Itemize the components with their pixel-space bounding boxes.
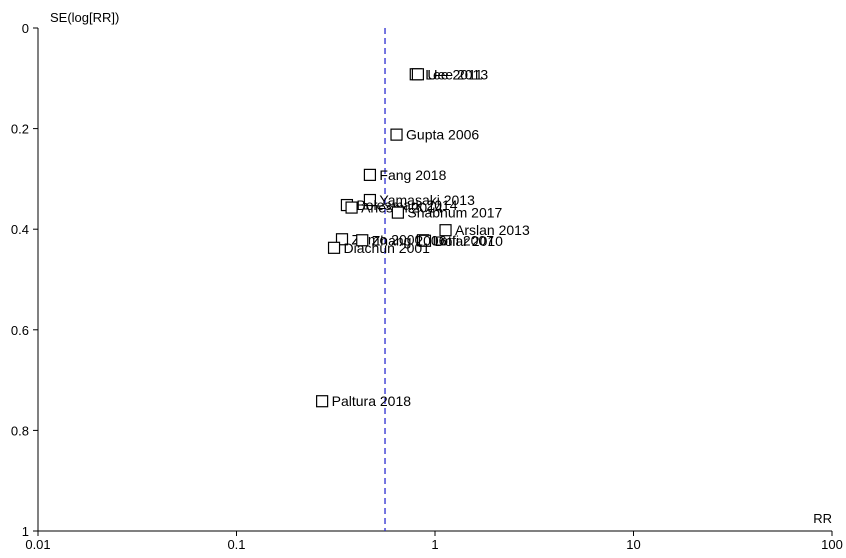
x-tick-label: 10 (626, 537, 640, 552)
study-marker (316, 395, 329, 408)
y-tick-label: 0.2 (11, 122, 29, 137)
study-marker (335, 233, 349, 246)
study-marker (391, 206, 404, 219)
y-axis-title: SE(log[RR]) (50, 10, 119, 25)
study-marker (345, 201, 358, 214)
study-label: Lee 2011 (425, 66, 483, 82)
study-label: Fang 2018 (379, 167, 446, 183)
study-label: Zamo 2000 (351, 231, 422, 247)
study-marker (327, 241, 341, 254)
study-label: Uee 2013 (427, 66, 488, 82)
axes: SE(log[RR]) RR (37, 10, 832, 532)
study-label: Diachun 2001 (344, 240, 431, 256)
y-tick-label: 0.4 (11, 222, 29, 237)
study-label: Gupta 2006 (406, 127, 479, 143)
ticks: 0.01 0.1 1 10 100 0 0.2 0.4 0.6 0.8 1 (11, 21, 843, 552)
x-tick-label: 1 (431, 537, 438, 552)
study-label: Shabnum 2017 (407, 205, 502, 221)
x-axis-title: RR (813, 511, 832, 526)
study-label: Yamasaki 2013 (379, 192, 475, 208)
x-tick-label: 0.01 (25, 537, 50, 552)
y-tick-label: 0 (22, 21, 29, 36)
y-tick-label: 1 (22, 524, 29, 539)
study-label: Bolesmark 2014 (356, 197, 457, 213)
study-label: Zhang 2006 (372, 232, 447, 248)
study-label: Dolar 2010 (434, 233, 503, 249)
study-marker (411, 68, 424, 81)
study-marker (390, 128, 403, 141)
study-marker (363, 193, 377, 207)
study-marker (356, 234, 369, 247)
study-marker (363, 168, 377, 181)
x-tick-label: 100 (821, 537, 843, 552)
study-label: Paltura 2018 (332, 393, 412, 409)
study-marker (439, 224, 452, 237)
y-tick-label: 0.8 (11, 423, 29, 438)
y-tick-label: 0.6 (11, 323, 29, 338)
x-tick-label: 0.1 (227, 537, 245, 552)
study-label: Lotfi 2007 (432, 232, 494, 248)
study-label: Arslan 2013 (455, 222, 530, 238)
study-marker (418, 234, 432, 247)
